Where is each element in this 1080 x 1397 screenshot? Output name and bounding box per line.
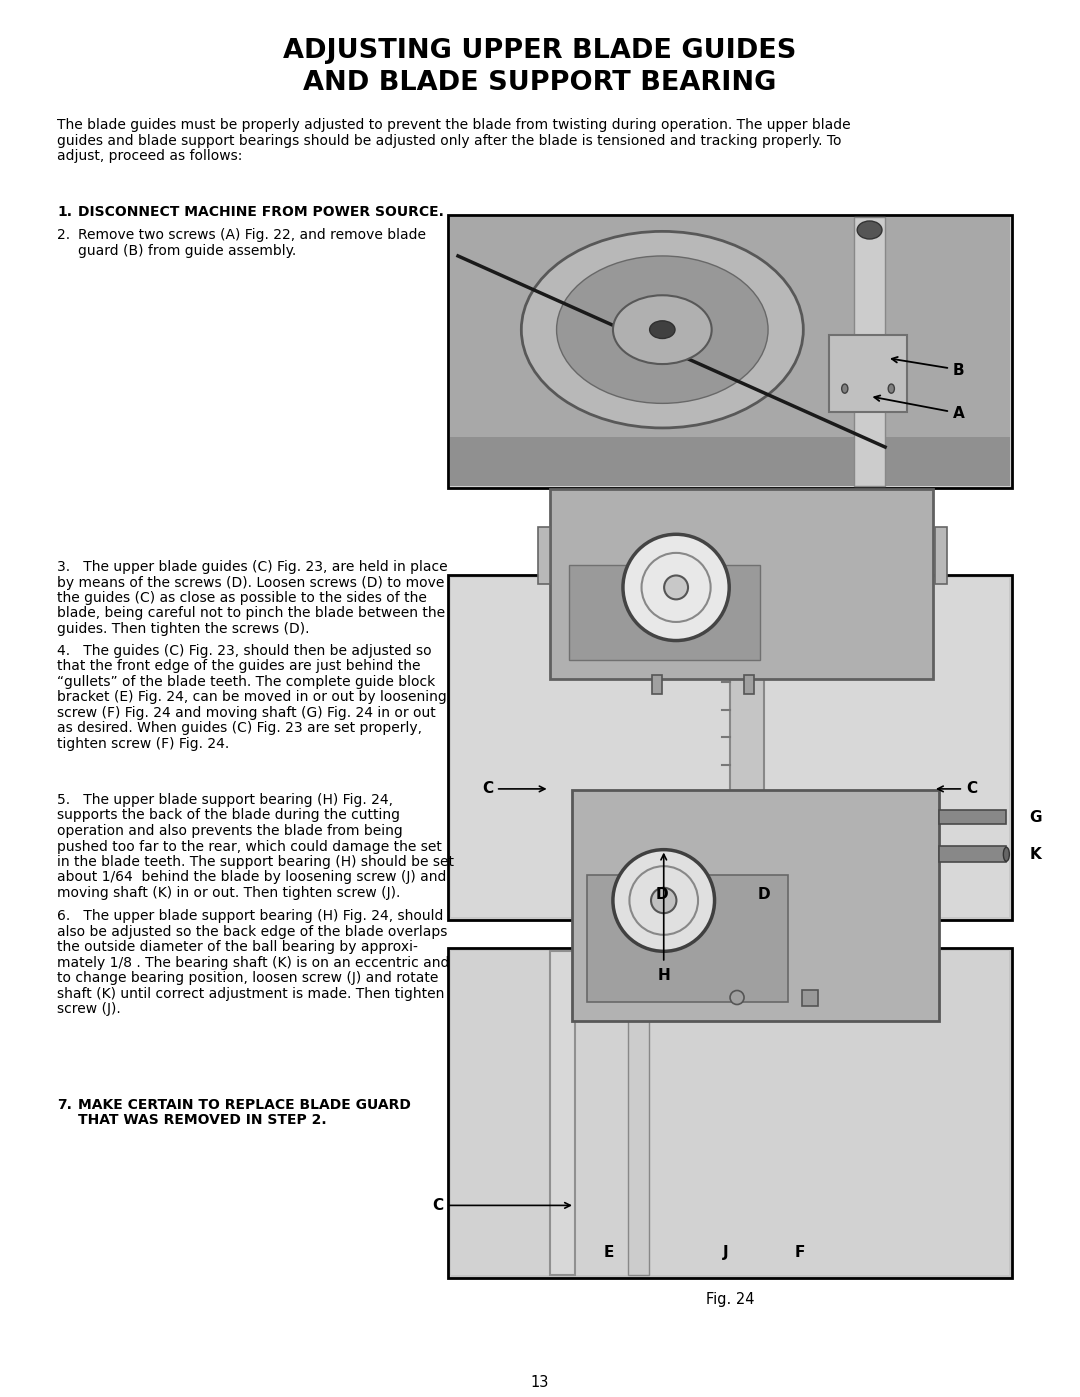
Text: H: H — [658, 968, 670, 983]
Text: Fig. 22: Fig. 22 — [705, 504, 754, 520]
Bar — [935, 527, 947, 584]
Bar — [448, 576, 1012, 921]
Bar — [550, 951, 575, 1275]
Bar — [939, 847, 1007, 862]
Bar — [652, 675, 662, 693]
Ellipse shape — [613, 849, 715, 951]
Bar — [939, 810, 1007, 824]
Text: blade, being careful not to pinch the blade between the: blade, being careful not to pinch the bl… — [57, 606, 445, 620]
Text: The blade guides must be properly adjusted to prevent the blade from twisting du: The blade guides must be properly adjust… — [57, 117, 851, 131]
Text: 13: 13 — [530, 1375, 550, 1390]
Ellipse shape — [651, 887, 676, 914]
Text: 4.   The guides (C) Fig. 23, should then be adjusted so: 4. The guides (C) Fig. 23, should then b… — [57, 644, 432, 658]
Text: D: D — [656, 887, 669, 902]
Text: DISCONNECT MACHINE FROM POWER SOURCE.: DISCONNECT MACHINE FROM POWER SOURCE. — [78, 205, 444, 219]
Text: the outside diameter of the ball bearing by approxi-: the outside diameter of the ball bearing… — [57, 940, 418, 954]
Text: Remove two screws (A) Fig. 22, and remove blade: Remove two screws (A) Fig. 22, and remov… — [78, 228, 426, 242]
Bar — [550, 489, 933, 679]
Bar — [451, 951, 1009, 1275]
Text: Fig. 24: Fig. 24 — [705, 1292, 754, 1308]
Bar — [450, 217, 1010, 437]
Bar — [802, 989, 819, 1006]
Ellipse shape — [1003, 847, 1010, 862]
Ellipse shape — [522, 232, 804, 427]
Text: A: A — [953, 407, 964, 420]
Bar — [730, 576, 764, 921]
Text: operation and also prevents the blade from being: operation and also prevents the blade fr… — [57, 824, 403, 838]
Text: 5.   The upper blade support bearing (H) Fig. 24,: 5. The upper blade support bearing (H) F… — [57, 793, 393, 807]
Text: guides and blade support bearings should be adjusted only after the blade is ten: guides and blade support bearings should… — [57, 134, 841, 148]
Text: bracket (E) Fig. 24, can be moved in or out by loosening: bracket (E) Fig. 24, can be moved in or … — [57, 690, 447, 704]
Text: K: K — [1029, 847, 1041, 862]
Text: B: B — [953, 363, 964, 377]
Text: C: C — [967, 781, 977, 796]
Text: in the blade teeth. The support bearing (H) should be set: in the blade teeth. The support bearing … — [57, 855, 454, 869]
Text: shaft (K) until correct adjustment is made. Then tighten: shaft (K) until correct adjustment is ma… — [57, 986, 444, 1000]
Text: supports the back of the blade during the cutting: supports the back of the blade during th… — [57, 809, 400, 823]
Bar — [744, 675, 754, 693]
Text: MAKE CERTAIN TO REPLACE BLADE GUARD: MAKE CERTAIN TO REPLACE BLADE GUARD — [78, 1098, 410, 1112]
Bar — [629, 951, 649, 1275]
Text: 1.: 1. — [57, 205, 72, 219]
Text: E: E — [604, 1245, 613, 1260]
Ellipse shape — [556, 256, 768, 404]
Text: that the front edge of the guides are just behind the: that the front edge of the guides are ju… — [57, 659, 420, 673]
Text: C: C — [483, 781, 494, 796]
Text: as desired. When guides (C) Fig. 23 are set properly,: as desired. When guides (C) Fig. 23 are … — [57, 721, 422, 735]
Text: Fig. 23: Fig. 23 — [706, 935, 754, 950]
Text: screw (J).: screw (J). — [57, 1002, 121, 1016]
Text: also be adjusted so the back edge of the blade overlaps: also be adjusted so the back edge of the… — [57, 925, 447, 939]
Text: the guides (C) as close as possible to the sides of the: the guides (C) as close as possible to t… — [57, 591, 427, 605]
Text: screw (F) Fig. 24 and moving shaft (G) Fig. 24 in or out: screw (F) Fig. 24 and moving shaft (G) F… — [57, 705, 435, 719]
Ellipse shape — [858, 221, 882, 239]
Text: 3.   The upper blade guides (C) Fig. 23, are held in place: 3. The upper blade guides (C) Fig. 23, a… — [57, 560, 447, 574]
Text: D: D — [757, 887, 770, 902]
Text: mately 1/8 . The bearing shaft (K) is on an eccentric and: mately 1/8 . The bearing shaft (K) is on… — [57, 956, 449, 970]
Text: F: F — [794, 1245, 805, 1260]
Ellipse shape — [613, 295, 712, 365]
Ellipse shape — [664, 576, 688, 599]
Text: G: G — [1029, 810, 1042, 824]
Bar — [450, 217, 1010, 486]
Text: THAT WAS REMOVED IN STEP 2.: THAT WAS REMOVED IN STEP 2. — [78, 1113, 326, 1127]
Text: J: J — [724, 1245, 729, 1260]
Text: moving shaft (K) in or out. Then tighten screw (J).: moving shaft (K) in or out. Then tighten… — [57, 886, 401, 900]
Bar — [572, 789, 939, 1021]
Bar — [448, 215, 1012, 488]
Bar — [854, 217, 886, 486]
Bar — [569, 564, 760, 659]
Text: tighten screw (F) Fig. 24.: tighten screw (F) Fig. 24. — [57, 736, 229, 750]
Text: by means of the screws (D). Loosen screws (D) to move: by means of the screws (D). Loosen screw… — [57, 576, 444, 590]
Text: pushed too far to the rear, which could damage the set: pushed too far to the rear, which could … — [57, 840, 442, 854]
Text: “gullets” of the blade teeth. The complete guide block: “gullets” of the blade teeth. The comple… — [57, 675, 435, 689]
Bar — [829, 335, 907, 412]
Text: to change bearing position, loosen screw (J) and rotate: to change bearing position, loosen screw… — [57, 971, 438, 985]
Text: ADJUSTING UPPER BLADE GUIDES: ADJUSTING UPPER BLADE GUIDES — [283, 38, 797, 64]
Bar — [448, 949, 1012, 1278]
Ellipse shape — [623, 534, 729, 641]
Ellipse shape — [841, 384, 848, 393]
Ellipse shape — [650, 321, 675, 338]
Text: guides. Then tighten the screws (D).: guides. Then tighten the screws (D). — [57, 622, 310, 636]
Text: C: C — [432, 1197, 443, 1213]
Ellipse shape — [888, 384, 894, 393]
Text: 6.   The upper blade support bearing (H) Fig. 24, should: 6. The upper blade support bearing (H) F… — [57, 909, 444, 923]
Bar — [451, 578, 1009, 916]
Text: guard (B) from guide assembly.: guard (B) from guide assembly. — [78, 243, 296, 257]
Ellipse shape — [730, 990, 744, 1004]
Text: 2.: 2. — [57, 228, 70, 242]
Bar — [538, 527, 550, 584]
Text: about 1/64  behind the blade by loosening screw (J) and: about 1/64 behind the blade by loosening… — [57, 870, 446, 884]
Text: AND BLADE SUPPORT BEARING: AND BLADE SUPPORT BEARING — [303, 70, 777, 96]
Text: adjust, proceed as follows:: adjust, proceed as follows: — [57, 149, 242, 163]
Text: 7.: 7. — [57, 1098, 72, 1112]
Bar — [586, 875, 788, 1002]
